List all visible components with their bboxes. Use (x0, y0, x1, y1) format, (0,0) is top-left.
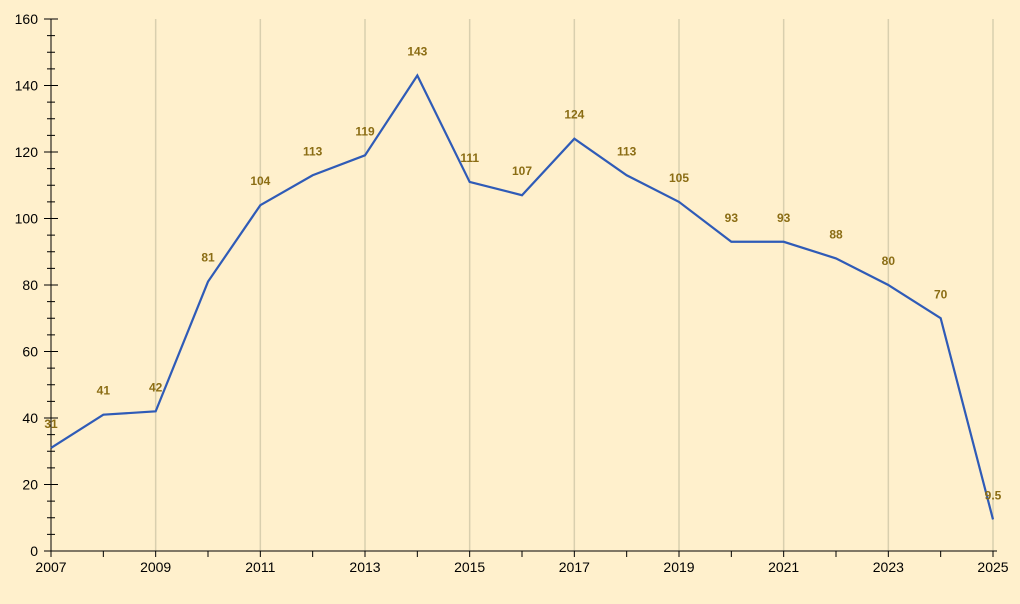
data-label: 113 (303, 144, 323, 158)
data-label: 81 (201, 251, 215, 265)
data-label: 143 (407, 45, 427, 59)
data-label: 124 (564, 108, 584, 122)
y-tick-label: 0 (30, 543, 38, 559)
x-tick-label: 2015 (454, 559, 485, 575)
y-tick-label: 160 (15, 11, 39, 27)
y-tick-label: 40 (22, 410, 38, 426)
data-label: 104 (250, 174, 270, 188)
label-layer: 31 41 42 81 104 113 119 143 111 107 124 113 105 93 93 8… (44, 45, 1001, 503)
data-label: 119 (355, 124, 375, 138)
data-label: 105 (669, 171, 689, 185)
line-layer (50, 73, 995, 520)
x-tick-label: 2017 (559, 559, 590, 575)
data-label: 70 (934, 287, 948, 301)
data-label: 107 (512, 164, 532, 178)
y-tick-label: 120 (15, 144, 39, 160)
series-line (50, 73, 995, 520)
y-tick-label: 60 (22, 344, 38, 360)
x-tick-label: 2023 (873, 559, 904, 575)
data-label: 9.5 (985, 488, 1002, 502)
data-label: 88 (829, 227, 843, 241)
axis-layer: 0 20 40 60 80 100 120 140 160 2007 2009 2011 2013 201… (15, 11, 1009, 575)
y-tick-label: 100 (15, 211, 39, 227)
data-label: 31 (44, 417, 58, 431)
data-label: 80 (882, 254, 896, 268)
data-label: 93 (777, 211, 791, 225)
data-label: 41 (97, 384, 111, 398)
data-label: 93 (725, 211, 739, 225)
grid-layer (154, 19, 994, 551)
y-tick-label: 140 (15, 78, 39, 94)
y-tick-label: 80 (22, 277, 38, 293)
x-tick-label: 2025 (977, 559, 1008, 575)
x-tick-label: 2009 (140, 559, 171, 575)
data-label: 111 (460, 151, 479, 165)
data-label: 113 (617, 144, 637, 158)
x-tick-label: 2021 (768, 559, 799, 575)
x-tick-label: 2011 (245, 559, 275, 575)
y-tick-label: 20 (22, 477, 38, 493)
x-tick-label: 2013 (349, 559, 380, 575)
data-label: 42 (149, 380, 163, 394)
x-tick-label: 2019 (663, 559, 694, 575)
x-tick-label: 2007 (35, 559, 66, 575)
